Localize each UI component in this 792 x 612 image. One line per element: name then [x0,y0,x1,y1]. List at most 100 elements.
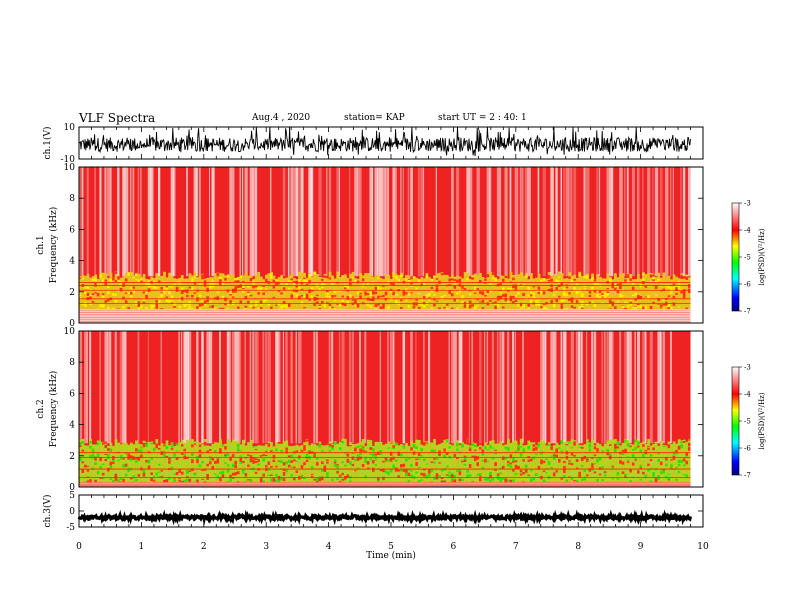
spectrogram-speckle [621,461,625,465]
spectrogram-speckle [570,447,574,449]
spectrogram-speckle [514,295,518,297]
x-tick-label: 4 [326,542,332,552]
spectrogram-speckle [155,443,159,446]
spectrogram-speckle [308,274,312,278]
spectrogram-speckle [596,478,599,482]
spectrogram-speckle [267,474,271,476]
spectrogram-speckle [341,302,345,306]
spectrogram-band [287,445,291,483]
spectrogram-speckle [619,282,622,286]
spectrogram-speckle [479,301,482,303]
spectrogram-streak [104,167,107,277]
spectrogram-speckle [140,304,143,309]
spectrogram-band [463,443,467,483]
spectrogram-streak [387,167,389,277]
spectrogram-speckle [107,299,110,302]
spectrogram-speckle [537,286,541,290]
spectrogram-speckle [545,458,549,461]
spectrogram-speckle [226,468,230,473]
spectrogram-speckle [382,476,385,480]
spectrogram-speckle [259,307,263,311]
spectrogram-speckle [305,439,309,442]
spectrogram-speckle [578,288,582,293]
spectrogram-speckle [107,285,110,289]
spectrogram-band [165,277,169,309]
spectrogram-speckle [338,290,342,292]
spectrogram-band [665,276,668,309]
spectrogram-speckle [680,459,684,463]
spectrogram-speckle [183,448,187,452]
spectrogram-speckle [433,303,436,307]
spectrogram-speckle [524,295,528,297]
spectrogram-band [596,274,599,309]
spectrogram-streak [137,167,140,277]
spectrogram-speckle [338,481,342,484]
spectrogram-band [310,443,314,483]
spectrogram-speckle [532,477,536,481]
spectrogram-speckle [458,471,462,476]
spectrogram-band [466,438,470,483]
spectrogram-speckle [611,466,615,469]
spectrogram-speckle [94,479,98,483]
spectrogram-speckle [96,293,100,297]
spectrogram-speckle [550,455,554,457]
spectrogram-speckle [290,474,294,477]
spectrogram-speckle [272,296,276,299]
spectrogram-speckle [456,469,459,473]
spectrogram-band [226,439,230,483]
spectrogram-speckle [122,458,126,460]
spectrogram-band [349,273,352,309]
spectrogram-speckle [522,306,526,309]
spectrogram-speckle [476,298,480,301]
spectrogram-speckle [489,479,492,484]
spectrogram-speckle [458,289,462,293]
y-tick-label: 2 [69,452,75,462]
spectrogram-speckle [527,307,531,310]
spectrogram-speckle [529,298,533,303]
spectrogram-band [287,275,291,309]
spectrogram-speckle [206,289,210,292]
spectrogram-speckle [196,306,199,310]
spectrogram-band [621,273,625,309]
y-tick-label: 2 [69,288,75,298]
spectrogram-speckle [349,461,352,465]
spectrogram-speckle [438,280,442,284]
spectrogram-speckle [524,464,528,467]
spectrogram-speckle [499,290,503,292]
spectrogram-speckle [682,441,686,443]
spectrogram-speckle [642,444,645,447]
spectrogram-streak [606,167,610,277]
spectrogram-speckle [687,439,691,441]
spectrogram-speckle [196,459,199,464]
spectrogram-streak [601,331,604,444]
spectrogram-band [550,446,554,483]
spectrogram-speckle [384,459,388,462]
spectrogram-streak [173,167,176,277]
spectrogram-band [155,439,159,483]
spectrogram-speckle [652,277,656,280]
spectrogram-streak [479,331,482,444]
spectrogram-speckle [461,295,464,299]
spectrogram-speckle [101,303,105,308]
spectrogram-speckle [206,287,210,291]
spectrogram-speckle [282,468,286,472]
spectrogram-band [425,273,429,309]
spectrogram-speckle [573,441,577,445]
spectrogram-speckle [129,455,133,459]
spectrogram-speckle [374,291,378,295]
spectrogram-speckle [619,285,622,290]
spectrogram-band [453,276,457,309]
spectrogram-band [224,275,227,309]
spectrogram-speckle [318,304,322,306]
spectrogram-speckle [247,300,250,304]
spectrogram-speckle [560,305,564,309]
spectrogram-speckle [114,293,118,296]
spectrogram-streak [670,331,672,444]
spectrogram-speckle [573,454,577,457]
spectrogram-speckle [208,306,212,308]
spectrogram-speckle [193,282,197,285]
spectrogram-speckle [611,304,615,307]
spectrogram-speckle [575,290,579,295]
x-axis-label: Time (min) [366,550,416,561]
spectrogram-speckle [461,301,464,305]
